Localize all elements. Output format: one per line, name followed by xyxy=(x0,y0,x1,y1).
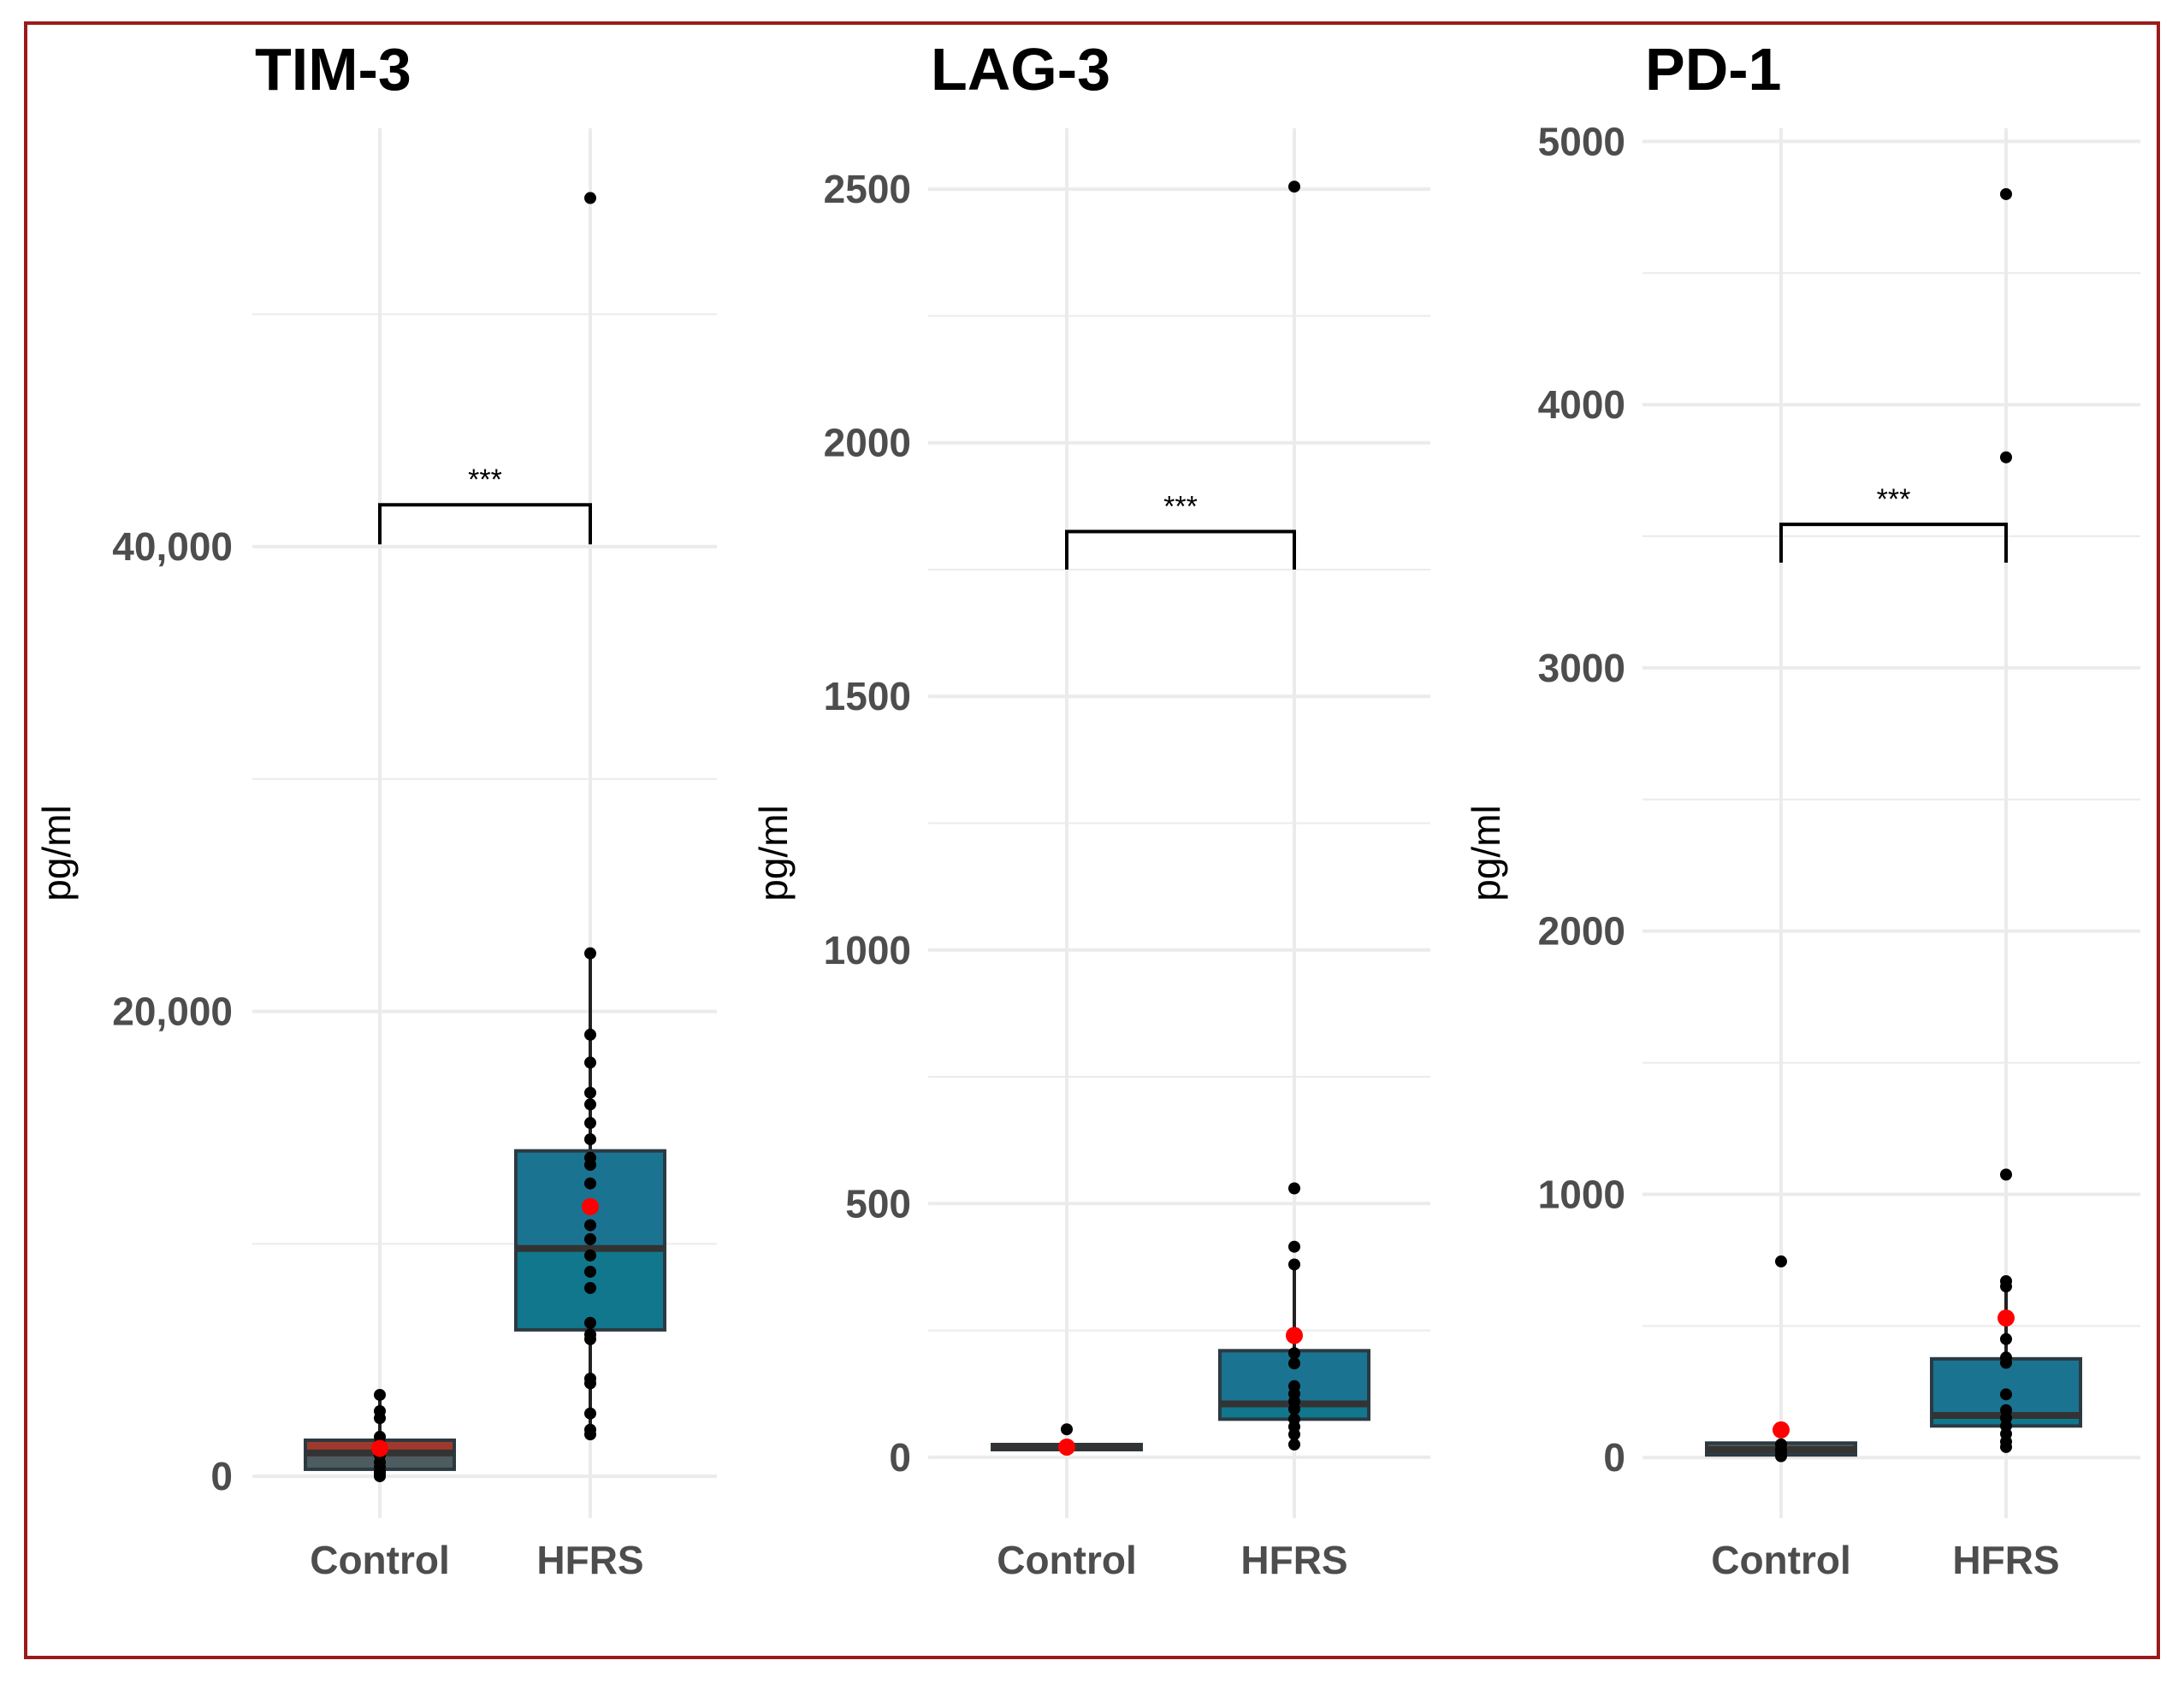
data-point xyxy=(2000,1332,2012,1345)
y-tick-label: 20,000 xyxy=(112,990,233,1034)
mean-point xyxy=(1773,1421,1790,1439)
data-point xyxy=(2000,1356,2012,1369)
data-point xyxy=(374,1470,386,1483)
data-point xyxy=(1775,1450,1787,1462)
data-point xyxy=(584,1332,596,1345)
data-point xyxy=(584,1133,596,1146)
mean-point xyxy=(1286,1327,1303,1344)
panel-title: LAG-3 xyxy=(931,36,1110,103)
data-point xyxy=(2000,1280,2012,1293)
y-axis-label: pg/ml xyxy=(751,805,796,901)
box-hfrs xyxy=(1930,187,2082,1453)
data-point xyxy=(584,1377,596,1390)
significance-bracket xyxy=(1779,523,2008,563)
data-point xyxy=(1288,1439,1300,1451)
x-tick-label: Control xyxy=(997,1538,1137,1582)
x-tick-label: HFRS xyxy=(536,1538,643,1582)
data-point xyxy=(1288,1347,1300,1360)
box-hfrs xyxy=(514,192,666,1441)
mean-point xyxy=(1998,1309,2015,1327)
data-point xyxy=(1288,1258,1300,1271)
x-tick-label: HFRS xyxy=(1952,1538,2059,1582)
data-point xyxy=(1061,1423,1073,1436)
data-point xyxy=(584,1265,596,1278)
y-tick-label: 500 xyxy=(845,1181,911,1226)
data-point xyxy=(584,1249,596,1262)
y-tick-label: 3000 xyxy=(1538,646,1625,690)
data-point xyxy=(584,192,596,204)
data-point xyxy=(1288,1403,1300,1415)
x-tick-label: Control xyxy=(1711,1538,1851,1582)
significance-bracket xyxy=(378,503,592,545)
data-point xyxy=(374,1412,386,1425)
panel-title: PD-1 xyxy=(1645,36,1781,103)
y-tick-label: 1000 xyxy=(824,928,911,972)
box-control xyxy=(991,1423,1143,1456)
data-point xyxy=(2000,451,2012,464)
data-point xyxy=(584,1098,596,1111)
y-tick-label: 2000 xyxy=(824,421,911,465)
data-point xyxy=(584,1028,596,1041)
y-tick-label: 1000 xyxy=(1538,1172,1625,1216)
y-tick-label: 2000 xyxy=(1538,909,1625,954)
panel-lag-3: LAG-3 0 500 1000 1500 2000 2500 pg/ml Control HFR… xyxy=(751,36,1430,1582)
x-tick-label: Control xyxy=(310,1538,450,1582)
y-axis-label: pg/ml xyxy=(34,805,79,901)
y-tick-label: 1500 xyxy=(824,674,911,718)
y-tick-label: 4000 xyxy=(1538,382,1625,427)
data-point xyxy=(584,1177,596,1190)
data-point xyxy=(1288,1182,1300,1195)
box-control xyxy=(304,1388,456,1483)
data-point xyxy=(1288,1357,1300,1370)
data-point xyxy=(584,1158,596,1171)
data-point xyxy=(584,1056,596,1069)
data-point xyxy=(584,947,596,960)
panel-tim-3: TIM-3 0 20,000 40,000 pg/ml Control HFRS *** xyxy=(34,36,717,1582)
mean-point xyxy=(582,1197,599,1215)
significance-bracket xyxy=(1065,529,1296,570)
y-axis-label: pg/ml xyxy=(1464,805,1508,901)
y-tick-label: 2500 xyxy=(824,167,911,211)
data-point xyxy=(584,1407,596,1420)
panel-title: TIM-3 xyxy=(255,36,411,103)
data-point xyxy=(1288,1428,1300,1441)
data-point xyxy=(584,1086,596,1099)
mean-point xyxy=(371,1439,388,1457)
data-point xyxy=(1288,1240,1300,1253)
data-point xyxy=(584,1428,596,1441)
panel-pd-1: PD-1 0 1000 2000 3000 4000 5000 pg/ml Control HFR… xyxy=(1464,36,2140,1582)
data-point xyxy=(584,1281,596,1294)
data-point xyxy=(584,1117,596,1130)
data-point xyxy=(2000,187,2012,200)
y-tick-label: 40,000 xyxy=(112,524,233,569)
box-hfrs xyxy=(1218,180,1370,1451)
data-point xyxy=(2000,1440,2012,1453)
box-control xyxy=(1705,1255,1857,1462)
data-point xyxy=(584,1219,596,1232)
y-tick-label: 0 xyxy=(1603,1435,1625,1480)
data-point xyxy=(584,1232,596,1245)
significance-label: *** xyxy=(1877,483,1911,516)
mean-point xyxy=(1058,1438,1075,1456)
significance-label: *** xyxy=(468,464,502,496)
data-point xyxy=(1288,180,1300,193)
y-tick-label: 5000 xyxy=(1538,119,1625,163)
y-tick-label: 0 xyxy=(889,1435,911,1480)
x-tick-label: HFRS xyxy=(1240,1538,1347,1582)
data-point xyxy=(1775,1255,1787,1267)
data-point xyxy=(374,1388,386,1401)
data-point xyxy=(584,1316,596,1329)
data-point xyxy=(2000,1388,2012,1401)
data-point xyxy=(2000,1168,2012,1181)
significance-label: *** xyxy=(1163,490,1198,523)
y-tick-label: 0 xyxy=(210,1454,233,1498)
